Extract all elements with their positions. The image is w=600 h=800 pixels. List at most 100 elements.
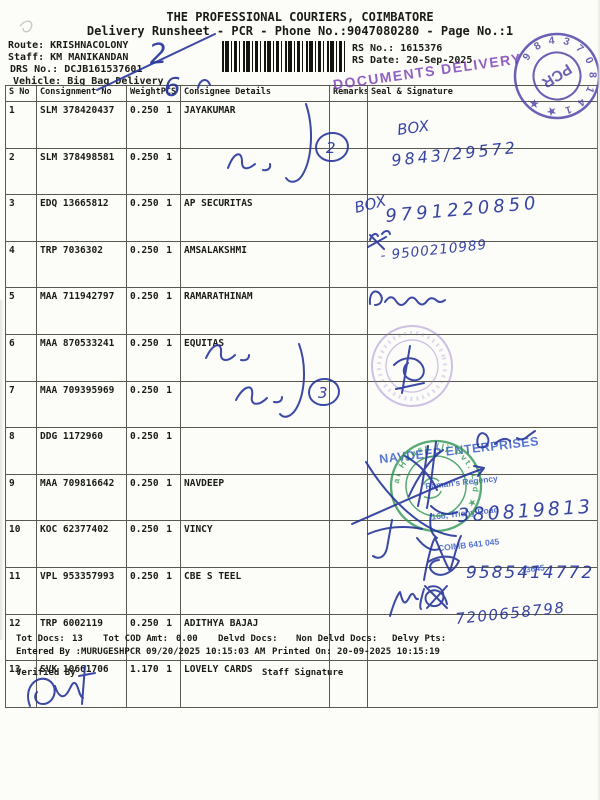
row-remarks <box>329 287 368 335</box>
row-sno: 7 <box>5 380 37 429</box>
table-row: 12 TRP 6002119 0.250 1 ADITHYA BAJAJ <box>5 613 598 662</box>
row-seal <box>367 101 598 149</box>
entered-by-line: Entered By :MURUGESHPCR 09/20/2025 10:15… <box>16 647 266 657</box>
row-consignee <box>180 427 330 475</box>
header-weight: Weight <box>130 87 161 97</box>
row-weight: 0.250 <box>130 151 159 163</box>
row-remarks <box>329 380 368 429</box>
row-consignment: MAA 711942797 <box>36 287 127 335</box>
row-pcs: 1 <box>166 337 172 349</box>
rs-no-label: RS No.: <box>352 43 395 54</box>
delvd-docs-label: Delvd Docs: <box>218 634 278 644</box>
row-remarks <box>329 194 368 242</box>
runsheet-barcode <box>222 41 345 72</box>
row-consignee: AMSALAKSHMI <box>180 240 330 289</box>
row-consignment: EDQ 13665812 <box>36 194 127 242</box>
row-pcs: 1 <box>166 105 172 116</box>
navdeep-stamp-name: NAVDEEP ENTERPRISES <box>378 434 540 467</box>
row-seal <box>367 660 598 708</box>
table-row: 4 TRP 7036302 0.250 1 AMSALAKSHMI <box>5 240 598 289</box>
non-delvd-docs-label: Non Delvd Docs: <box>296 634 378 644</box>
row-weight: 1.170 <box>130 664 159 676</box>
header-seal: Seal & Signature <box>367 85 598 102</box>
row-weight-pcs: 0.250 1 <box>126 287 181 335</box>
header-consignee: Consignee Details <box>180 85 330 102</box>
row-consignee <box>180 147 330 196</box>
row-remarks <box>329 427 368 475</box>
rs-date-label: RS Date: <box>352 55 401 66</box>
header-weight-pcs: Weight PCS <box>126 85 181 102</box>
header-sno: S No <box>5 85 37 102</box>
row-consignee: VINCY <box>180 520 330 568</box>
row-weight: 0.250 <box>130 198 159 210</box>
runsheet-table: S No Consignment No Weight PCS Consignee … <box>5 85 598 708</box>
row-consignment: SLM 378420437 <box>36 101 127 149</box>
row-pcs: 1 <box>166 570 172 582</box>
scan-edge-right <box>597 0 600 800</box>
row-seal <box>367 613 598 662</box>
row-weight: 0.250 <box>130 384 159 396</box>
row-weight-pcs: 0.250 1 <box>126 473 181 522</box>
row-seal <box>367 240 598 289</box>
row-weight-pcs: 1.170 1 <box>126 660 181 708</box>
row-remarks <box>329 566 368 615</box>
row-sno: 8 <box>5 427 37 475</box>
row-sno: 11 <box>5 566 37 615</box>
row-sno: 9 <box>5 473 37 522</box>
row-pcs: 1 <box>166 431 172 443</box>
row-sno: 4 <box>5 240 37 289</box>
rs-date-line: RS Date: 20-Sep-2025 <box>352 55 472 66</box>
route-value: KRISHNACOLONY <box>50 40 129 51</box>
table-row: 2 SLM 378498581 0.250 1 <box>5 147 598 196</box>
row-seal <box>367 287 598 335</box>
tot-docs-label: Tot Docs: <box>16 634 65 644</box>
row-consignment: VPL 953357993 <box>36 566 127 615</box>
header-remarks: Remarks <box>329 85 368 102</box>
route-line: Route: KRISHNACOLONY <box>8 40 128 51</box>
row-pcs: 1 <box>166 617 172 629</box>
navdeep-stamp-line5: 13645 <box>520 562 546 575</box>
row-consignee: AP SECURITAS <box>180 194 330 242</box>
row-weight: 0.250 <box>130 291 159 303</box>
row-weight-pcs: 0.250 1 <box>126 520 181 568</box>
row-pcs: 1 <box>166 244 172 256</box>
row-pcs: 1 <box>166 151 172 163</box>
row-pcs: 1 <box>166 664 172 676</box>
row-pcs: 1 <box>166 524 172 536</box>
row-weight: 0.250 <box>130 431 159 443</box>
page-mark-top-ink: 2 <box>148 37 169 71</box>
table-row: 3 EDQ 13665812 0.250 1 AP SECURITAS <box>5 194 598 242</box>
row-weight: 0.250 <box>130 570 159 582</box>
staff-signature-label: Staff Signature <box>262 668 344 678</box>
row-consignment: MAA 870533241 <box>36 333 127 382</box>
tot-cod-value: 0.00 <box>176 634 198 644</box>
table-row: 1 SLM 378420437 0.250 1 JAYAKUMAR <box>5 101 598 149</box>
row-remarks <box>329 101 368 149</box>
row-consignee: CBE S TEEL <box>180 566 330 615</box>
row-sno: 2 <box>5 147 37 196</box>
row-consignment: MAA 709816642 <box>36 473 127 522</box>
verified-by-label: Verified By <box>16 668 76 678</box>
row-seal <box>367 333 598 382</box>
row-remarks <box>329 520 368 568</box>
row-consignee: LOVELY CARDS <box>180 660 330 708</box>
vehicle-label: Vehicle: <box>13 76 62 87</box>
navdeep-stamp-line2: Raman's Regency <box>424 472 499 491</box>
tot-cod-label: Tot COD Amt: <box>103 634 169 644</box>
tot-docs-value: 13 <box>72 634 83 644</box>
row-weight-pcs: 0.250 1 <box>126 240 181 289</box>
rs-no-line: RS No.: 1615376 <box>352 43 442 54</box>
scan-edge-left <box>0 300 4 640</box>
row-seal <box>367 147 598 196</box>
row-consignment: KOC 62377402 <box>36 520 127 568</box>
row-consignee: EQUITAS <box>180 333 330 382</box>
drs-label: DRS No.: <box>10 64 59 75</box>
row-consignee: NAVDEEP <box>180 473 330 522</box>
row-consignee: JAYAKUMAR <box>180 101 330 149</box>
drs-line: DRS No.: DCJB161537601 <box>10 64 142 75</box>
rs-date-value: 20-Sep-2025 <box>406 55 473 66</box>
row-sno: 5 <box>5 287 37 335</box>
row-consignment: TRP 7036302 <box>36 240 127 289</box>
row-weight: 0.250 <box>130 244 159 256</box>
row-remarks <box>329 147 368 196</box>
